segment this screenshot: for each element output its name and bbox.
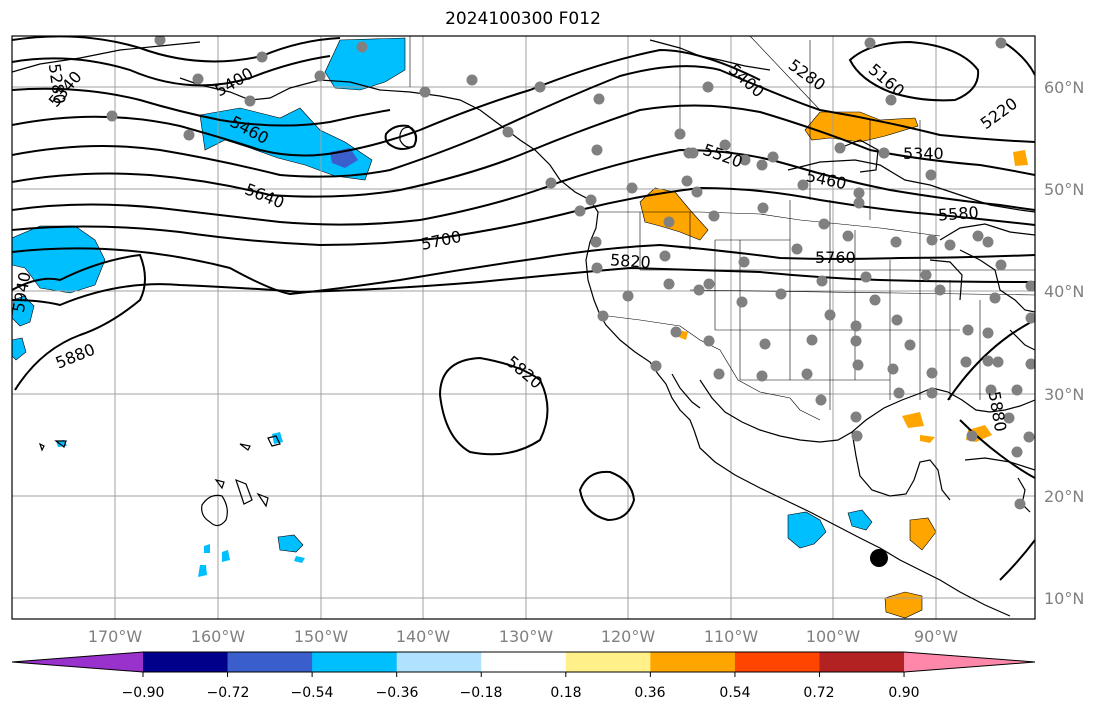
station-markers [106,36,1035,510]
contour-label: 5580 [937,203,979,225]
lat-label: 30°N [1044,385,1084,404]
colorbar-segment [734,652,820,672]
gridlines [12,36,1035,619]
contour-label: 5880 [985,390,1011,433]
contour-label: 5520 [700,140,745,172]
contour-label: 5760 [815,248,856,267]
lon-label: 120°W [601,627,656,646]
lon-label: 130°W [499,627,554,646]
colorbar-extend-max [904,652,1035,672]
colorbar-tick-label: 0.90 [888,685,919,701]
contour-label: 5160 [865,60,908,101]
colorbar-segment [481,652,567,672]
lon-label: 170°W [88,627,143,646]
colorbar-segment [312,652,398,672]
contour-label: 5220 [977,94,1021,133]
colorbar-tick-labels: −0.90 −0.72 −0.54 −0.36 −0.18 0.18 0.36 … [122,685,920,701]
contour-label: 5640 [242,180,287,213]
colorbar-tick-label: −0.36 [376,685,419,701]
latitude-labels: 60°N 50°N 40°N 30°N 20°N 10°N [1044,78,1084,608]
coastlines [12,39,1035,617]
positive-anomaly-regions [639,111,1028,619]
colorbar-segment [650,652,736,672]
lon-label: 150°W [294,627,349,646]
colorbar-segment [396,652,482,672]
contour-labels: 5280 5340 5400 5460 5640 5700 5820 5880 … [9,55,1021,433]
lat-label: 20°N [1044,487,1084,506]
lon-label: 140°W [396,627,451,646]
political-boundaries [409,36,1035,421]
lat-label: 60°N [1044,78,1084,97]
highlight-marker [870,549,888,567]
colorbar-tick-label: 0.54 [719,685,750,701]
lon-label: 90°W [914,627,958,646]
colorbar-tick-label: −0.72 [207,685,250,701]
colorbar-tick-label: −0.90 [122,685,165,701]
contour-label: 5820 [609,250,651,272]
longitude-labels: 170°W 160°W 150°W 140°W 130°W 120°W 110°… [88,627,958,646]
map-frame [11,35,1036,620]
colorbar-segment [819,652,905,672]
contour-label: 5280 [785,55,829,94]
colorbar-segment [143,652,229,672]
contour-label: 5820 [503,352,546,393]
colorbar-extend-min [12,652,143,672]
colorbar-tick-label: −0.18 [460,685,503,701]
colorbar: −0.90 −0.72 −0.54 −0.36 −0.18 0.18 0.36 … [11,651,1036,701]
chart-title: 2024100300 F012 [445,9,601,29]
colorbar-tick-label: 0.36 [634,685,665,701]
colorbar-tick-label: 0.18 [550,685,581,701]
map-area: 5280 5340 5400 5460 5640 5700 5820 5880 … [9,36,1035,619]
contour-label: 5700 [419,227,463,254]
colorbar-segment [565,652,651,672]
contour-label: 5940 [9,270,35,313]
lon-label: 100°W [806,627,861,646]
lon-label: 110°W [704,627,759,646]
lat-label: 10°N [1044,589,1084,608]
colorbar-segment [227,652,313,672]
colorbar-ticks [142,672,905,677]
height-contours [12,36,1035,581]
lat-label: 40°N [1044,282,1084,301]
negative-anomaly-regions [12,37,873,577]
contour-label: 5340 [903,144,944,163]
colorbar-segments [11,651,1036,673]
lon-label: 160°W [191,627,246,646]
lat-label: 50°N [1044,180,1084,199]
colorbar-tick-label: −0.54 [291,685,334,701]
colorbar-tick-label: 0.72 [803,685,834,701]
